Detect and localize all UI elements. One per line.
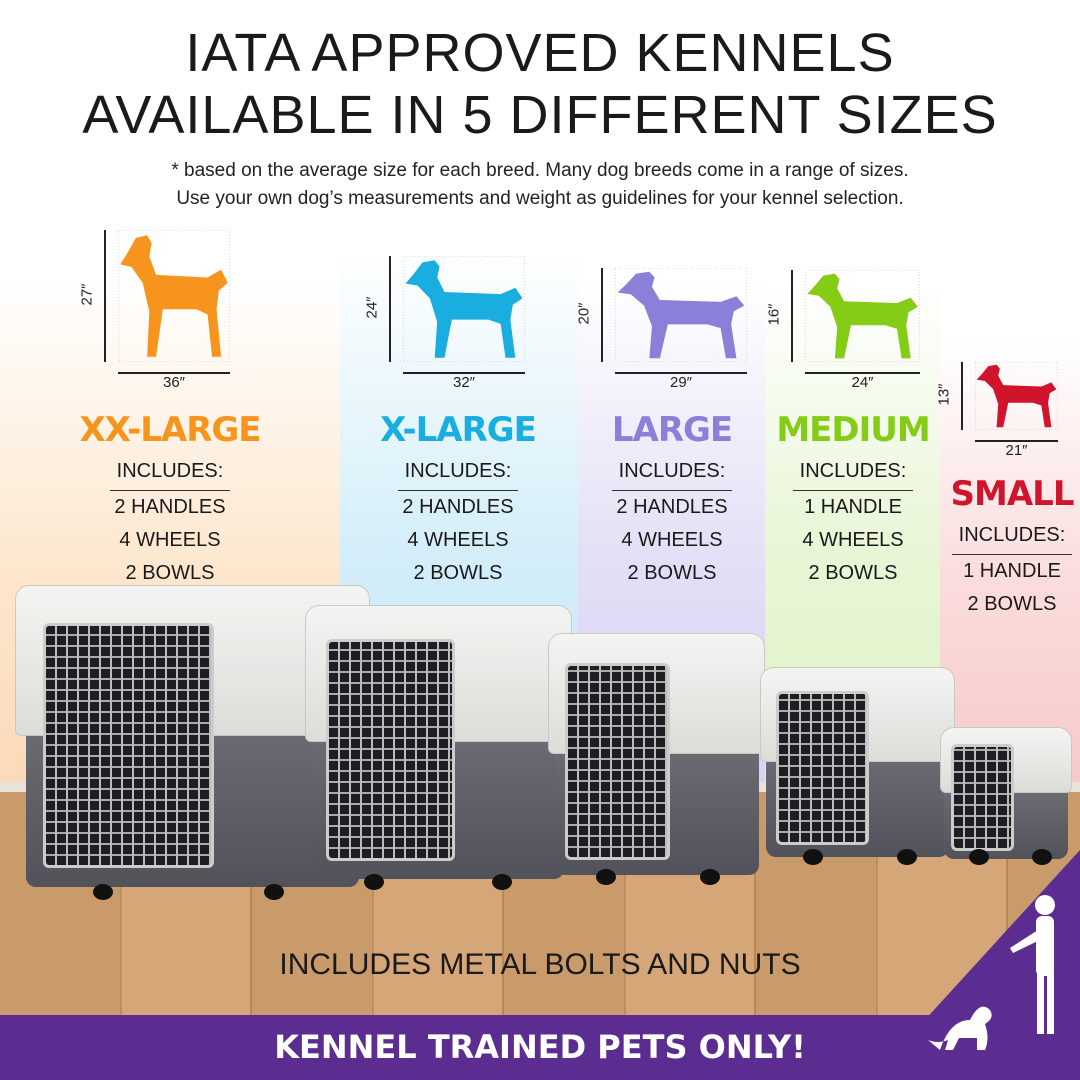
subtitle-line1: * based on the average size for each bre… <box>171 160 909 181</box>
length-arrow <box>118 372 230 374</box>
height-arrow <box>104 230 106 362</box>
length-arrow <box>403 372 525 374</box>
kennel-wheel <box>699 869 720 885</box>
kennel-product <box>548 633 765 885</box>
length-arrow <box>975 440 1058 442</box>
kennel-wheel <box>491 874 512 890</box>
size-name: XX-LARGE <box>79 410 261 450</box>
includes-list: INCLUDES: 2 HANDLES 4 WHEELS 2 BOWLS <box>612 455 732 590</box>
includes-list: INCLUDES: 1 HANDLE 2 BOWLS <box>952 519 1072 621</box>
includes-list: INCLUDES: 2 HANDLES 4 WHEELS 2 BOWLS <box>110 455 230 590</box>
kennel-wire-door <box>950 743 1014 852</box>
include-item: 1 HANDLE <box>963 560 1061 582</box>
kennel-product <box>760 667 955 865</box>
include-item: 2 HANDLES <box>616 496 728 518</box>
include-item: 1 HANDLE <box>804 496 902 518</box>
kennel-product <box>305 605 572 890</box>
length-label: 21″ <box>1005 442 1028 459</box>
length-arrow <box>615 372 747 374</box>
dog-silhouette-icon <box>975 362 1058 430</box>
height-arrow <box>389 256 391 362</box>
length-label: 32″ <box>453 374 475 391</box>
bolts-note: INCLUDES METAL BOLTS AND NUTS <box>279 948 801 981</box>
include-item: 2 HANDLES <box>402 496 514 518</box>
kennel-wire-door <box>775 690 870 846</box>
includes-label: INCLUDES: <box>612 455 732 491</box>
kennel-wheel <box>595 869 616 885</box>
height-label: 20″ <box>575 302 593 325</box>
length-label: 36″ <box>163 374 185 391</box>
page-title-line1: IATA APPROVED KENNELS <box>185 23 895 83</box>
include-item: 4 WHEELS <box>119 529 221 551</box>
kennel-product <box>940 727 1072 865</box>
include-item: 2 BOWLS <box>125 562 215 584</box>
size-name: LARGE <box>611 410 733 450</box>
kennel-wheel <box>363 874 384 890</box>
corner-triangle <box>870 850 1080 1080</box>
includes-label: INCLUDES: <box>398 455 518 491</box>
include-item: 4 WHEELS <box>802 529 904 551</box>
kennel-wire-door <box>43 622 214 869</box>
size-name: X-LARGE <box>380 410 537 450</box>
height-label: 24″ <box>363 296 381 319</box>
includes-label: INCLUDES: <box>952 519 1072 555</box>
height-arrow <box>791 270 793 362</box>
size-name: SMALL <box>950 474 1075 514</box>
includes-list: INCLUDES: 1 HANDLE 4 WHEELS 2 BOWLS <box>793 455 913 590</box>
dog-silhouette-icon <box>403 256 525 362</box>
length-label: 24″ <box>851 374 874 391</box>
height-label: 13″ <box>935 383 953 406</box>
includes-label: INCLUDES: <box>110 455 230 491</box>
includes-list: INCLUDES: 2 HANDLES 4 WHEELS 2 BOWLS <box>398 455 518 590</box>
kennel-wire-door <box>326 639 455 862</box>
dog-silhouette-icon <box>615 268 747 362</box>
include-item: 2 HANDLES <box>114 496 226 518</box>
kennel-wheel <box>802 849 823 865</box>
page-title-line2: AVAILABLE IN 5 DIFFERENT SIZES <box>82 85 998 145</box>
height-arrow <box>961 362 963 430</box>
include-item: 4 WHEELS <box>621 529 723 551</box>
kennel-wheel <box>1032 849 1053 865</box>
include-item: 2 BOWLS <box>413 562 503 584</box>
column-bg-small <box>940 220 1080 820</box>
banner-text: KENNEL TRAINED PETS ONLY! <box>274 1028 806 1066</box>
kennel-wire-door <box>565 663 670 860</box>
include-item: 2 BOWLS <box>967 593 1057 615</box>
size-name: MEDIUM <box>776 410 930 450</box>
subtitle-line2: Use your own dog’s measurements and weig… <box>176 188 904 209</box>
include-item: 2 BOWLS <box>627 562 717 584</box>
height-label: 16″ <box>765 303 783 326</box>
height-label: 27″ <box>78 283 96 306</box>
include-item: 2 BOWLS <box>808 562 898 584</box>
include-item: 4 WHEELS <box>407 529 509 551</box>
dog-silhouette-icon <box>805 270 920 362</box>
dog-silhouette-icon <box>118 230 230 362</box>
height-arrow <box>601 268 603 362</box>
kennel-wheel <box>896 849 917 865</box>
person-and-dog-silhouette-icon <box>928 895 1055 1050</box>
length-label: 29″ <box>670 374 692 391</box>
kennel-wheel <box>263 884 284 900</box>
includes-label: INCLUDES: <box>793 455 913 491</box>
kennel-wheel <box>93 884 114 900</box>
kennel-wheel <box>969 849 990 865</box>
length-arrow <box>805 372 920 374</box>
